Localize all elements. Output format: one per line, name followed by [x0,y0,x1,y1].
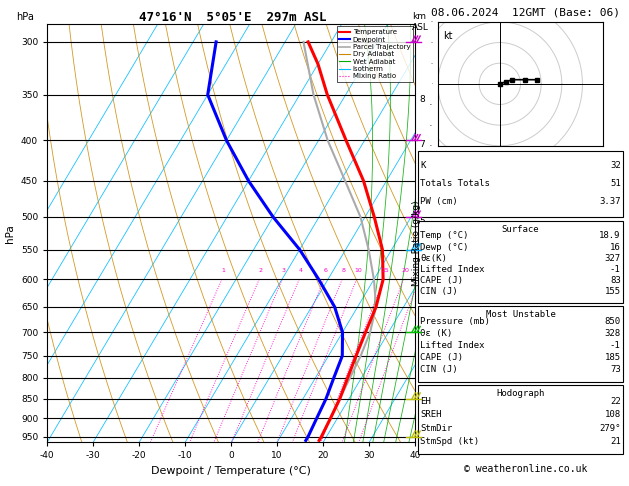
Text: 15: 15 [381,268,389,273]
Text: StmDir: StmDir [420,423,453,433]
Text: 6: 6 [420,184,425,193]
Bar [418,384,623,454]
Text: 3: 3 [282,268,286,273]
Text: -1: -1 [610,341,621,350]
Text: θε(K): θε(K) [420,254,447,263]
Text: Pressure (mb): Pressure (mb) [420,317,490,326]
Text: K: K [420,161,426,170]
Bar [418,221,623,302]
Text: 1: 1 [420,433,425,441]
Text: 279°: 279° [599,423,621,433]
Text: 21: 21 [610,437,621,446]
Text: 850: 850 [604,317,621,326]
Text: 16: 16 [610,243,621,252]
Text: 2: 2 [420,374,425,383]
Text: 73: 73 [610,365,621,375]
Text: -1: -1 [610,265,621,274]
Text: CIN (J): CIN (J) [420,287,458,296]
Text: PW (cm): PW (cm) [420,197,458,206]
Text: 20: 20 [401,268,409,273]
Text: EH: EH [420,397,431,405]
Text: hPa: hPa [16,12,33,22]
Text: Dewp (°C): Dewp (°C) [420,243,469,252]
Text: 47°16'N  5°05'E  297m ASL: 47°16'N 5°05'E 297m ASL [139,11,326,24]
Text: 18.9: 18.9 [599,231,621,241]
Text: 3.37: 3.37 [599,197,621,206]
Text: CAPE (J): CAPE (J) [420,353,464,363]
Text: km
ASL: km ASL [412,12,429,32]
Text: 4: 4 [420,275,425,284]
Text: CIN (J): CIN (J) [420,365,458,375]
Text: 8: 8 [420,95,425,104]
Text: 185: 185 [604,353,621,363]
Text: Temp (°C): Temp (°C) [420,231,469,241]
Text: 2: 2 [259,268,263,273]
Text: LCL: LCL [420,434,435,443]
Text: 327: 327 [604,254,621,263]
Text: Surface: Surface [502,225,539,234]
Text: 328: 328 [604,329,621,338]
Text: 32: 32 [610,161,621,170]
Text: 22: 22 [610,397,621,405]
Legend: Temperature, Dewpoint, Parcel Trajectory, Dry Adiabat, Wet Adiabat, Isotherm, Mi: Temperature, Dewpoint, Parcel Trajectory… [337,26,413,82]
X-axis label: Dewpoint / Temperature (°C): Dewpoint / Temperature (°C) [151,466,311,476]
Y-axis label: hPa: hPa [5,224,15,243]
Text: © weatheronline.co.uk: © weatheronline.co.uk [464,464,587,474]
Bar [418,151,623,218]
Text: 3: 3 [420,328,425,337]
Text: Hodograph: Hodograph [496,389,545,398]
Text: SREH: SREH [420,410,442,419]
Text: 51: 51 [610,179,621,188]
Text: 7: 7 [420,140,425,149]
Text: 08.06.2024  12GMT (Base: 06): 08.06.2024 12GMT (Base: 06) [431,7,620,17]
Text: StmSpd (kt): StmSpd (kt) [420,437,479,446]
Bar [418,306,623,382]
Text: θε (K): θε (K) [420,329,453,338]
Text: Lifted Index: Lifted Index [420,265,485,274]
Text: 1: 1 [222,268,226,273]
Text: 83: 83 [610,276,621,285]
Text: Lifted Index: Lifted Index [420,341,485,350]
Text: 10: 10 [354,268,362,273]
Text: Totals Totals: Totals Totals [420,179,490,188]
Text: 5: 5 [420,217,425,226]
Text: 6: 6 [323,268,328,273]
Text: kt: kt [443,31,452,40]
Text: 4: 4 [299,268,303,273]
Text: Most Unstable: Most Unstable [486,310,555,319]
Text: 108: 108 [604,410,621,419]
Text: Mixing Ratio (g/kg): Mixing Ratio (g/kg) [412,200,421,286]
Text: 8: 8 [342,268,346,273]
Text: 155: 155 [604,287,621,296]
Text: CAPE (J): CAPE (J) [420,276,464,285]
